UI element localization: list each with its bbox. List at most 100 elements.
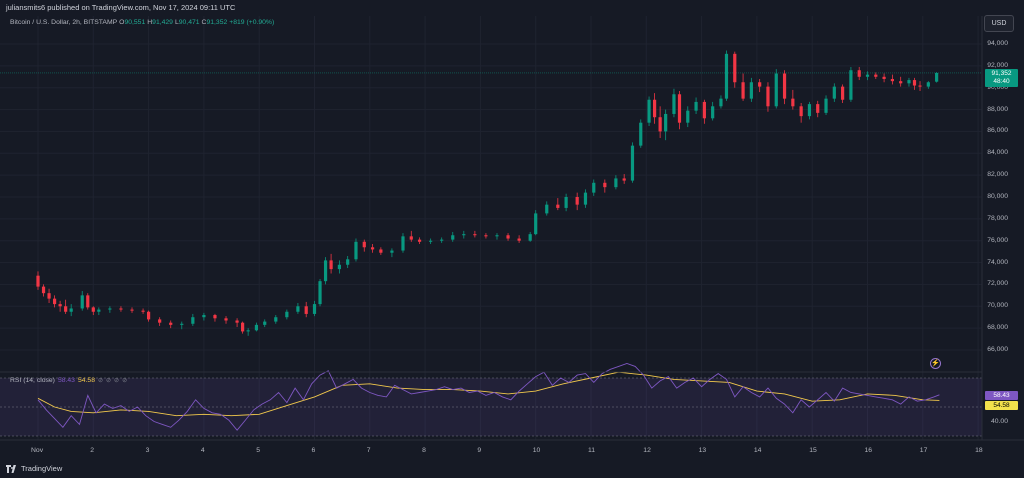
candle-body — [849, 70, 853, 100]
candle-body — [213, 315, 217, 319]
candle-body — [64, 306, 68, 312]
candlestick-series — [36, 50, 939, 336]
close-value: C91,352 — [201, 19, 228, 26]
price-axis-label: 80,000 — [987, 193, 1008, 200]
settings-icon-3[interactable]: ⊘ — [114, 378, 120, 384]
candle-body — [80, 295, 84, 309]
candle-body — [401, 236, 405, 251]
candle-body — [429, 240, 433, 242]
candle-body — [741, 82, 745, 99]
last-price-tag: 91,352 48:40 — [985, 69, 1018, 87]
settings-icon[interactable]: ⊘ — [97, 378, 104, 384]
candle-body — [263, 321, 267, 325]
candle-body — [409, 236, 413, 240]
chart-grid — [0, 16, 982, 440]
candle-body — [346, 259, 350, 265]
brand-name: TradingView — [21, 464, 63, 473]
rsi-ma-value: 54.58 — [77, 377, 95, 384]
candle-body — [108, 308, 112, 310]
rsi-legend[interactable]: RSI (14, close) 58.43 54.58 ⊘ ⊘ ⊘ ⊘ — [10, 377, 127, 384]
candle-body — [824, 98, 828, 113]
candle-body — [832, 86, 836, 99]
candle-body — [711, 106, 715, 119]
time-axis-label: 5 — [256, 447, 260, 454]
price-axis-label: 78,000 — [987, 214, 1008, 222]
candle-body — [912, 80, 917, 86]
candle-body — [202, 315, 206, 318]
candle-body — [451, 235, 455, 240]
candle-body — [370, 247, 375, 250]
rsi-value: 58.43 — [57, 377, 75, 384]
candle-body — [592, 182, 596, 193]
candle-body — [517, 238, 521, 241]
candle-body — [36, 275, 40, 287]
currency-button[interactable]: USD — [984, 15, 1014, 32]
symbol-name[interactable]: Bitcoin / U.S. Dollar, 2h, BITSTAMP — [10, 19, 118, 26]
settings-icon-4[interactable]: ⊘ — [122, 378, 128, 384]
settings-icon-2[interactable]: ⊘ — [106, 378, 112, 384]
price-axis-label: 68,000 — [987, 324, 1008, 332]
candle-body — [495, 235, 499, 237]
last-price-value: 91,352 — [991, 70, 1012, 77]
candle-body — [274, 317, 278, 322]
time-axis-label: 11 — [588, 447, 596, 454]
candle-body — [556, 204, 560, 208]
candle-body — [841, 86, 845, 100]
candle-body — [575, 197, 579, 205]
rsi-value-tag: 58.43 — [985, 391, 1018, 400]
candle-body — [506, 235, 510, 239]
candle-body — [158, 319, 162, 323]
candle-body — [935, 72, 939, 82]
rsi-band-fill — [0, 378, 982, 436]
candle-body — [733, 53, 737, 83]
rsi-line — [37, 363, 940, 431]
candle-body — [677, 94, 682, 123]
price-axis-label: 88,000 — [987, 105, 1008, 113]
candle-body — [312, 304, 317, 314]
published-note: juliansmits6 published on TradingView.co… — [6, 3, 236, 12]
candle-body — [882, 76, 886, 79]
price-axis-label: 76,000 — [987, 236, 1008, 244]
candle-body — [816, 104, 820, 113]
candle-body — [241, 322, 245, 332]
candle-body — [528, 234, 532, 241]
price-axis-label: 90,000 — [987, 83, 1008, 91]
symbol-legend[interactable]: Bitcoin / U.S. Dollar, 2h, BITSTAMP O90,… — [10, 19, 274, 26]
candle-body — [473, 234, 477, 236]
rsi-band — [0, 377, 982, 437]
candle-body — [791, 98, 795, 107]
candle-body — [224, 318, 228, 321]
candle-body — [865, 74, 870, 77]
time-axis-label: 16 — [864, 447, 873, 454]
price-axis-label: 92,000 — [987, 61, 1008, 69]
candle-body — [758, 82, 762, 87]
candle-body — [583, 192, 588, 205]
time-axis-label: 3 — [145, 447, 150, 454]
rsi-label[interactable]: RSI (14, close) — [10, 377, 55, 384]
lightning-icon[interactable]: ⚡ — [930, 358, 941, 369]
time-axis-label: 6 — [311, 447, 316, 454]
candle-body — [141, 310, 145, 312]
candle-body — [180, 323, 184, 325]
candle-body — [169, 322, 173, 325]
candle-body — [47, 293, 51, 299]
candle-body — [337, 264, 341, 270]
candle-body — [890, 78, 894, 82]
bar-countdown: 48:40 — [993, 78, 1010, 85]
candle-body — [417, 239, 422, 242]
change-value: +819 (+0.90%) — [229, 19, 275, 26]
candle-body — [658, 117, 662, 132]
rsi-ma-line — [37, 371, 940, 417]
candle-body — [362, 241, 366, 248]
candle-body — [874, 74, 878, 77]
candle-body — [379, 249, 383, 253]
time-axis-label: 15 — [809, 447, 817, 454]
footer-brand[interactable]: TradingView — [6, 464, 62, 473]
candle-body — [926, 82, 930, 87]
candle-body — [304, 306, 308, 314]
candle-body — [614, 178, 618, 188]
candle-body — [235, 320, 239, 323]
time-axis-label: Nov — [31, 447, 44, 454]
candle-body — [130, 309, 134, 311]
